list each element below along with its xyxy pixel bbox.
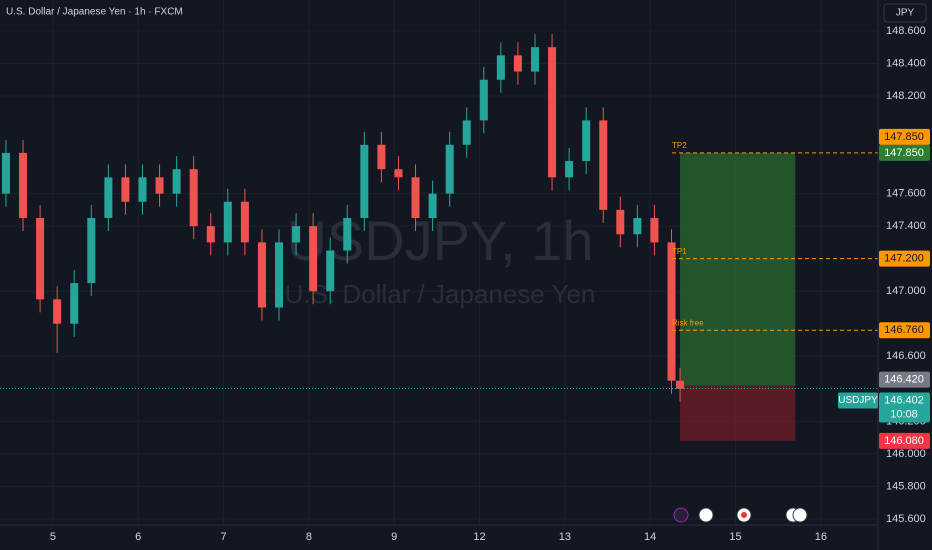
price-tag-label: 146.080	[884, 435, 924, 447]
candle-body	[582, 120, 591, 162]
candle-body	[496, 55, 505, 80]
x-tick-label: 7	[220, 531, 226, 543]
level-label: TP1	[672, 247, 687, 256]
candle-body	[650, 218, 659, 243]
y-tick-label: 145.600	[886, 513, 926, 525]
current-price-tag	[879, 392, 930, 423]
candle-body	[104, 177, 113, 219]
price-tag-label: 146.420	[884, 373, 924, 385]
candle-body	[309, 226, 318, 292]
candle-body	[411, 177, 420, 219]
candle-body	[121, 177, 130, 202]
y-tick-label: 148.400	[886, 57, 926, 69]
candle-body	[172, 169, 181, 194]
currency[interactable]: JPY	[896, 8, 915, 19]
x-tick-label: 6	[135, 531, 141, 543]
candle-body	[445, 144, 454, 194]
candle-body	[548, 47, 557, 178]
candle-body	[87, 218, 96, 284]
candle-body	[70, 283, 79, 324]
candle-body	[223, 201, 232, 243]
y-tick-label: 147.600	[886, 188, 926, 200]
price-tag	[879, 322, 930, 339]
countdown: 10:08	[890, 408, 918, 420]
candle-body	[667, 242, 676, 381]
candle-body	[19, 152, 28, 219]
stop-zone	[680, 385, 796, 441]
candle-body	[189, 169, 198, 227]
event-icon-dot	[741, 512, 747, 518]
event-icon[interactable]	[792, 507, 808, 523]
price-tag	[879, 250, 930, 267]
watermark: USDJPY, 1h	[286, 209, 593, 272]
candle-body	[676, 380, 685, 389]
candle-body	[36, 218, 45, 300]
price-tag-label: 147.850	[884, 147, 924, 159]
current-price-label: 146.402	[884, 394, 924, 406]
candle-body	[292, 226, 301, 243]
candle-body	[257, 242, 266, 308]
candle-body	[206, 226, 215, 243]
y-tick-label: 147.000	[886, 285, 926, 297]
watermark-subtitle: U.S. Dollar / Japanese Yen	[285, 279, 596, 309]
candle-body	[240, 201, 249, 243]
candle-body	[360, 144, 369, 219]
symbol-tag-label: USDJPY	[838, 395, 878, 406]
candle-body	[326, 250, 335, 292]
chart-title: U.S. Dollar / Japanese Yen · 1h · FXCM	[6, 7, 183, 18]
candle-body	[138, 177, 147, 202]
candle-body	[394, 169, 403, 178]
candle-body	[275, 242, 284, 308]
candle-body	[599, 120, 608, 210]
currency-button[interactable]	[883, 3, 927, 23]
candle-body	[155, 177, 164, 194]
y-tick-label: 148.200	[886, 90, 926, 102]
price-tag	[879, 128, 930, 145]
price-tag	[879, 144, 930, 161]
symbol-tag	[838, 392, 878, 409]
level-label: Risk free	[672, 318, 704, 327]
candle-body	[343, 218, 352, 251]
candle-body	[53, 299, 62, 324]
price-axis: 148.600 148.400 148.200 147.600 147.400 147.0…	[50, 25, 930, 543]
price-tag	[879, 432, 930, 449]
candle-body	[1, 152, 10, 194]
candle-body	[530, 47, 539, 72]
candle-body	[616, 209, 625, 235]
x-tick-label: 13	[559, 531, 571, 543]
event-icon[interactable]	[698, 507, 714, 523]
candle-body	[462, 120, 471, 145]
price-tag	[879, 371, 930, 388]
y-tick-label: 145.800	[886, 480, 926, 492]
candle-body	[377, 144, 386, 170]
x-tick-label: 14	[644, 531, 656, 543]
candle-body	[479, 79, 488, 121]
x-tick-label: 9	[391, 531, 397, 543]
y-tick-label: 146.000	[886, 448, 926, 460]
x-tick-label: 16	[815, 531, 827, 543]
candle-body	[428, 193, 437, 219]
event-icons	[673, 507, 808, 523]
y-tick-label: 147.400	[886, 220, 926, 232]
price-tag-label: 147.850	[884, 131, 924, 143]
candle-body	[513, 55, 522, 72]
x-tick-label: 12	[473, 531, 485, 543]
event-icon[interactable]	[673, 507, 689, 523]
x-tick-label: 15	[729, 531, 741, 543]
candle-body	[565, 161, 574, 178]
target-zone	[680, 152, 796, 386]
x-tick-label: 5	[50, 531, 56, 543]
price-tag-label: 146.760	[884, 324, 924, 336]
y-tick-label: 148.600	[886, 25, 926, 37]
candle-body	[633, 218, 642, 235]
level-label: TP2	[672, 141, 687, 150]
y-tick-label: 146.600	[886, 350, 926, 362]
price-tag-label: 147.200	[884, 253, 924, 265]
plot: TP2 TP1 Risk free	[0, 34, 878, 441]
x-tick-label: 8	[306, 531, 312, 543]
